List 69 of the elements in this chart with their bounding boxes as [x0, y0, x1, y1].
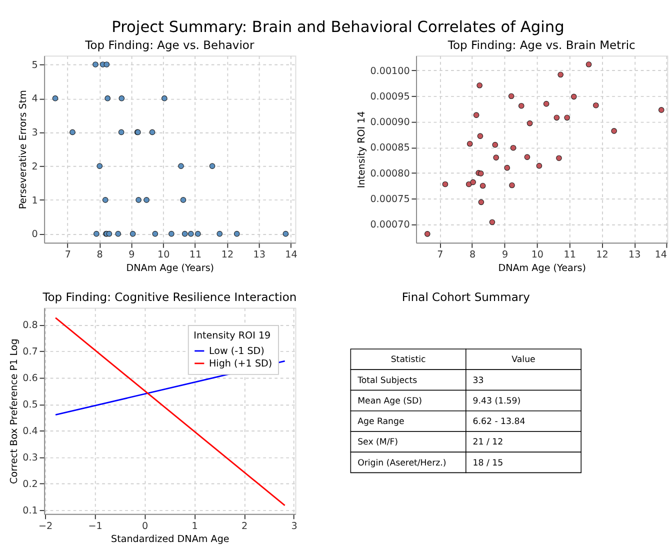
y-tick-label: 0.00090 — [370, 117, 410, 128]
y-tick-label: 0.8 — [22, 320, 38, 332]
y-tick-label: 0.4 — [22, 426, 38, 438]
text: 21 / 12 — [472, 438, 504, 448]
y-tick-label: 0.6 — [22, 373, 38, 384]
x-tick-label: 7 — [64, 249, 71, 260]
text: 6.62 - 13.84 — [472, 417, 526, 428]
legend-title: Intensity ROI 19 — [194, 330, 271, 342]
y-tick-label: 0.00070 — [370, 220, 410, 231]
x-tick-label: 7 — [437, 249, 444, 260]
x-tick-label: 1 — [192, 520, 198, 532]
y-axis-title: Intensity ROI 14 — [356, 111, 368, 188]
y-tick-label: 3 — [32, 128, 38, 139]
x-tick-label: 13 — [253, 249, 266, 260]
y-axis-title: Correct Box Preference P1 Log — [8, 338, 20, 484]
text: Mean Age (SD) — [358, 396, 422, 406]
text: 9.43 (1.59) — [472, 396, 521, 406]
legend-label: Low (-1 SD) — [208, 346, 264, 357]
x-tick-label: 12 — [596, 249, 608, 260]
x-tick-label: 3 — [291, 520, 298, 532]
x-axis-title: DNAm Age (Years) — [498, 262, 586, 274]
y-tick-label: 2 — [32, 161, 38, 172]
x-tick-label: 8 — [96, 249, 103, 260]
x-tick-label: −1 — [88, 520, 102, 532]
y-tick-label: 0.3 — [22, 452, 38, 464]
y-tick-label: 1 — [32, 195, 38, 206]
y-tick-label: 0.00080 — [370, 168, 410, 180]
x-tick-label: 11 — [564, 249, 576, 260]
chart-title: Top Finding: Age vs. Brain Metric — [446, 38, 636, 52]
x-tick-label: 14 — [285, 249, 298, 260]
x-tick-label: 0 — [142, 520, 148, 532]
text: Sex (M/F) — [358, 438, 398, 448]
text: Origin (Aseret/Herz.) — [358, 458, 446, 468]
x-tick-label: 10 — [531, 249, 544, 260]
chart-title: Top Finding: Cognitive Resilience Interaction — [42, 290, 297, 304]
x-tick-label: 10 — [158, 249, 170, 260]
legend-label: High (+1 SD) — [208, 358, 272, 370]
text: Value — [512, 355, 536, 366]
y-tick-label: 0.00075 — [370, 194, 410, 205]
y-tick-label: 0.1 — [22, 506, 38, 517]
x-tick-label: −2 — [38, 520, 53, 532]
y-tick-label: 0.00085 — [370, 142, 410, 154]
text: Total Subjects — [356, 376, 418, 386]
text: 33 — [472, 376, 484, 386]
y-axis-title: Perseverative Errors Stm — [18, 90, 30, 210]
y-tick-label: 0.5 — [22, 400, 38, 411]
x-axis-title: Standardized DNAm Age — [111, 534, 230, 546]
y-tick-label: 0 — [32, 229, 38, 240]
y-tick-label: 0.7 — [22, 346, 38, 358]
text: Final Cohort Summary — [402, 290, 530, 304]
text: Age Range — [358, 417, 404, 428]
y-tick-label: 5 — [32, 60, 38, 71]
x-tick-label: 11 — [189, 249, 202, 260]
chart-title: Top Finding: Age vs. Behavior — [84, 38, 254, 52]
y-tick-label: 0.00100 — [370, 66, 410, 77]
x-tick-label: 9 — [128, 249, 135, 260]
text: Statistic — [390, 355, 426, 366]
text: Project Summary: Brain and Behavioral Correlates of Aging — [112, 18, 564, 36]
x-tick-label: 14 — [654, 249, 668, 260]
x-tick-label: 8 — [470, 249, 476, 260]
y-tick-label: 4 — [32, 94, 38, 105]
y-tick-label: 0.2 — [22, 479, 38, 490]
x-tick-label: 13 — [628, 249, 641, 260]
text: 18 / 15 — [472, 458, 504, 468]
x-tick-label: 9 — [502, 249, 508, 260]
y-tick-label: 0.00095 — [370, 91, 410, 102]
x-tick-label: 2 — [241, 520, 248, 532]
x-tick-label: 12 — [221, 249, 234, 260]
x-axis-title: DNAm Age (Years) — [126, 262, 214, 274]
